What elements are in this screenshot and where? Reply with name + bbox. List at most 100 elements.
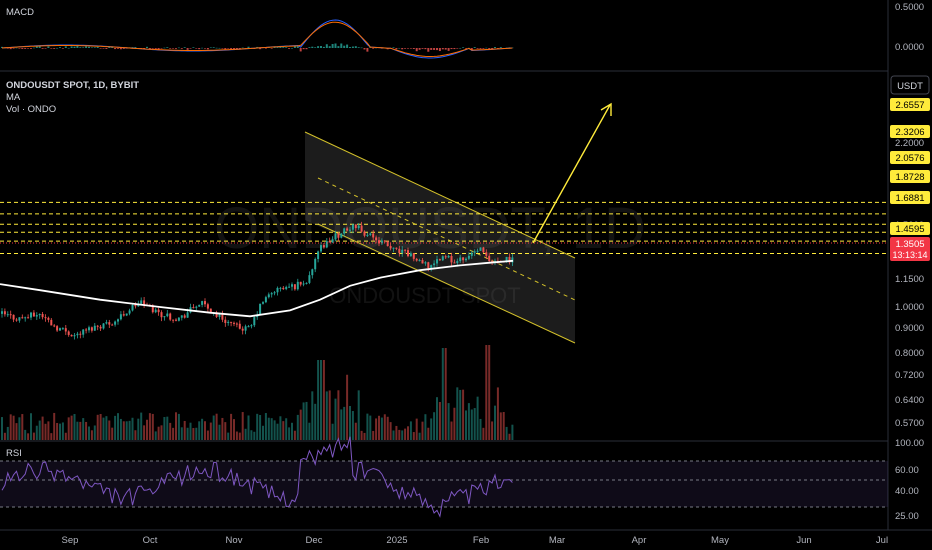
volume-bar [105,416,108,440]
rsi-tick: 40.00 [895,486,919,497]
ma-line [0,259,514,318]
time-tick: Feb [473,535,489,546]
volume-bar [212,415,215,440]
macd-histogram-bar [247,46,250,48]
candle-body [264,297,267,303]
volume-bar [59,423,61,440]
candle-body [114,321,117,325]
candle-body [401,249,404,253]
currency-button[interactable] [890,75,930,95]
volume-bar [320,360,322,440]
volume-bar [285,418,288,440]
candle-body [250,325,253,327]
candle-body [343,228,346,234]
macd-histogram-bar [169,48,172,49]
macd-histogram-bar [418,48,421,50]
volume-bar [61,422,64,440]
macd-histogram-bar [192,47,195,48]
macd-histogram-bar [314,47,317,48]
macd-histogram-bar [38,46,41,48]
candle-body [160,312,163,318]
volume-bar [128,420,131,440]
volume-bar [305,401,308,440]
candle-body [1,311,3,314]
macd-histogram-bar [360,47,363,49]
candle-body [180,315,183,318]
candle-body [357,225,360,229]
volume-bar [253,431,256,440]
volume-bar [201,418,204,440]
volume-bar [221,417,224,440]
macd-histogram-bar [82,47,85,48]
volume-bar [215,413,218,440]
candle-body [360,225,363,232]
candle-body [198,304,201,307]
volume-bar [82,418,85,440]
macd-histogram-bar [6,48,9,49]
volume-bar [88,426,90,440]
volume-bar [450,421,453,440]
candle-body [334,233,337,240]
macd-histogram-bar [279,46,282,48]
volume-bar [99,413,102,440]
symbol-line[interactable]: ONDOUSDT SPOT, 1D, BYBIT [6,80,139,91]
candle-body [340,233,343,238]
candle-body [15,319,18,321]
candle-body [363,231,366,236]
volume-bar [360,430,363,440]
macd-histogram-bar [447,48,450,51]
macd-histogram-bar [462,47,465,48]
macd-histogram-bar [357,47,360,48]
candle-body [163,316,166,318]
candle-body [479,247,482,251]
candle-body [467,255,470,259]
macd-histogram-bar [175,48,177,49]
macd-histogram-bar [320,45,322,48]
macd-histogram-bar [59,47,61,48]
macd-histogram-bar [363,48,366,50]
candle-body [485,252,488,256]
level-tag: 1.4595 [895,224,924,235]
candle-body [459,257,462,262]
macd-histogram-bar [311,46,314,48]
macd-histogram-bar [230,48,233,50]
macd-histogram-bar [433,48,436,50]
volume-bar [494,405,496,440]
macd-histogram-bar [157,48,160,50]
volume-bar [334,398,337,440]
macd-histogram-bar [163,47,166,49]
macd-histogram-bar [482,48,485,49]
volume-bar [282,421,285,440]
macd-histogram-bar [67,47,70,49]
macd-histogram-bar [21,48,24,49]
volume-bar [491,421,494,440]
candle-body [438,259,441,261]
volume-bar [259,415,262,440]
volume-bar [70,415,73,440]
indicator-vol-label[interactable]: Vol · ONDO [6,104,56,115]
candle-body [331,239,334,243]
macd-histogram-bar [30,48,32,49]
volume-bar [233,419,235,440]
level-tag: 2.6557 [895,100,924,111]
candle-body [41,313,44,318]
macd-histogram-bar [488,48,491,49]
indicator-ma-label[interactable]: MA [6,92,21,103]
candle-body [349,229,351,231]
volume-bar [409,421,412,440]
candle-body [117,319,119,322]
candle-body [128,310,131,314]
candle-body [450,255,453,263]
macd-histogram-bar [151,48,154,49]
macd-histogram-bar [53,48,56,49]
candle-body [418,260,421,262]
candle-body [38,313,41,316]
volume-bar [459,389,462,440]
volume-bar [131,417,134,440]
macd-histogram-bar [186,48,189,50]
candle-body [456,261,459,264]
time-axis: Sep Oct Nov Dec 2025 Feb Mar Apr May Jun… [62,535,889,546]
candle-body [157,309,160,313]
volume-bar [438,402,441,440]
candle-body [511,257,514,263]
